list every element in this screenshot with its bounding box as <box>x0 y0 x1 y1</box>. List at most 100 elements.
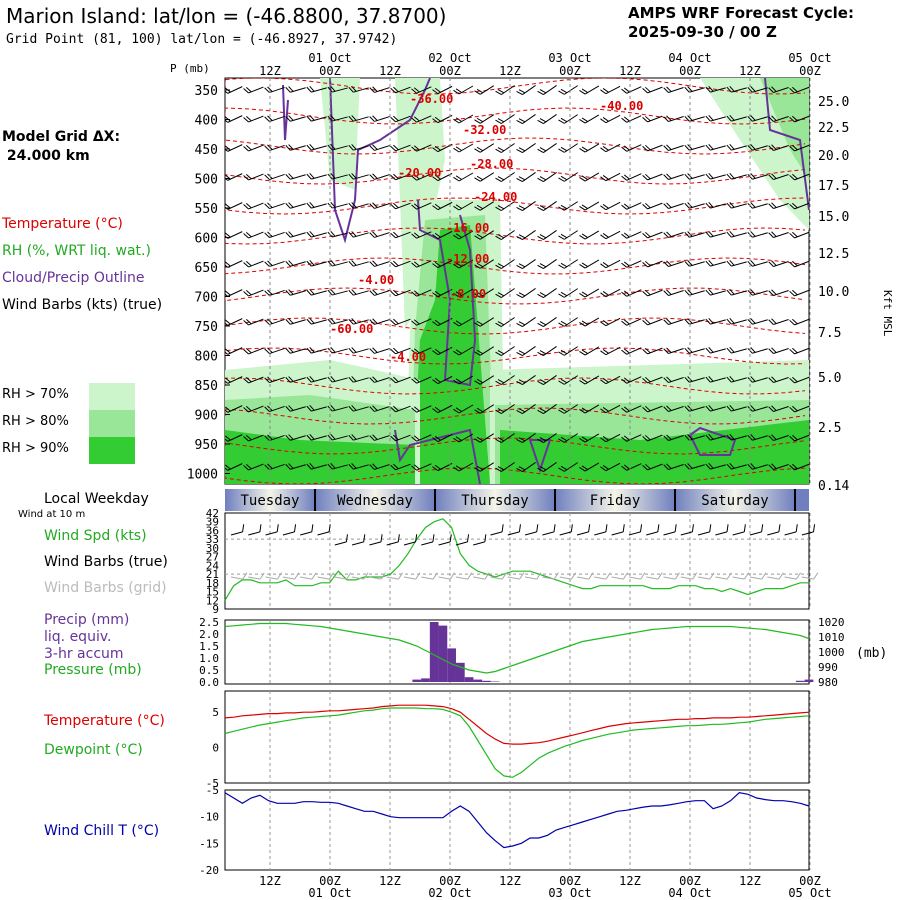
precip-frame <box>224 619 810 685</box>
precip-tick-label: 0.0 <box>199 676 219 689</box>
wind-barb <box>726 346 747 354</box>
wind-tick-label: 30 <box>206 542 219 555</box>
true-wind-barb <box>576 524 591 536</box>
wind-barb-flag <box>623 145 630 151</box>
wind-barb <box>348 347 369 354</box>
wind-barb-flag <box>645 202 651 209</box>
precip-tick-label: 2.5 <box>199 616 219 629</box>
top-hour-label: 12Z <box>259 64 281 78</box>
wind-barb-flag <box>705 289 711 296</box>
wind-barb-flag <box>411 175 417 181</box>
wind-barb-flag <box>497 292 505 297</box>
wind-barb-flag <box>453 176 460 182</box>
wind-barb-flag <box>453 147 460 153</box>
wind-barb-flag <box>645 115 651 122</box>
grid-wind-barb <box>507 572 525 580</box>
pressure-line <box>224 622 810 674</box>
wind-barb <box>537 288 557 298</box>
true-wind-barb <box>784 524 798 536</box>
dewpoint-line <box>224 707 810 778</box>
wind-barb-flag <box>705 231 711 238</box>
wind-barb-flag <box>581 349 588 354</box>
wind-barb <box>726 288 747 296</box>
wind-barb-flag <box>518 292 526 297</box>
wind-barb-flag <box>729 85 735 92</box>
wind-barb-flag <box>663 116 669 122</box>
wind-barb-flag <box>621 204 628 210</box>
wind-barb-flag <box>581 88 588 93</box>
legend-wind: Wind Barbs (kts) (true) <box>2 297 163 313</box>
wind-barb <box>705 114 726 122</box>
wind-barb-flag <box>327 463 333 470</box>
wind-barb-flag <box>369 435 375 441</box>
wind-barb <box>726 375 747 383</box>
wind-barb-flag <box>474 119 481 124</box>
wind-barb-flag <box>645 463 651 470</box>
wind-barb-flag <box>729 317 735 324</box>
wind-barb-flag <box>225 320 229 326</box>
wind-barb-flag <box>476 378 484 384</box>
wind-barb <box>348 376 369 383</box>
wind-barb <box>558 346 578 356</box>
wind-barb-flag <box>729 201 735 208</box>
grid-wind-barb-staff <box>525 576 538 580</box>
wind-barb-flag <box>455 262 462 267</box>
grid-wind-barb <box>594 572 611 580</box>
grid-wind-barb-flag <box>484 572 490 580</box>
wind-barb <box>789 144 809 152</box>
top-date-label: 03 Oct <box>548 51 591 65</box>
wind-barb <box>495 172 515 182</box>
wind-barb <box>621 115 642 123</box>
wind-barb-flag <box>348 376 354 383</box>
wind-barb-flag <box>705 347 711 354</box>
wind-barb <box>432 404 453 414</box>
wind-barb <box>537 433 557 443</box>
wind-chill-tick-label: -10 <box>199 811 219 824</box>
wind-barb-flag <box>390 290 396 297</box>
wind-barb <box>411 376 432 384</box>
wind-barb <box>411 86 432 94</box>
wind-barb <box>327 85 348 93</box>
wind-barb-flag <box>474 293 481 298</box>
true-wind-barb-staff <box>490 531 503 536</box>
wind-barb-flag <box>413 464 420 470</box>
wind-barb-flag <box>434 464 441 470</box>
wind-barb <box>537 230 557 240</box>
wind-barb-flag <box>750 86 756 92</box>
wind-barb-flag <box>476 465 484 471</box>
wind-barb <box>621 86 642 94</box>
wind-barb-flag <box>453 408 460 414</box>
true-wind-barb-flag <box>795 524 798 532</box>
wind-barb-flag <box>642 436 648 442</box>
grid-wind-barb-staff <box>784 576 797 580</box>
wind-barb-flag <box>708 85 714 92</box>
wind-barb-flag <box>390 377 396 384</box>
grid-wind-barb-flag <box>692 572 698 580</box>
wind-barb-flag <box>750 347 756 353</box>
temperature-contour-label: -36.00 <box>410 92 453 106</box>
wind-barb-flag <box>495 235 502 240</box>
wind-barb <box>558 375 578 385</box>
wind-barb <box>558 114 578 124</box>
wind-barb-flag <box>497 321 505 326</box>
wind-barb-flag <box>666 463 672 469</box>
wind-barb-flag <box>729 404 735 411</box>
grid-wind-barb <box>628 572 646 580</box>
wind-barb <box>495 288 515 298</box>
grid-wind-barb-staff <box>767 576 780 580</box>
temperature-contour-label: -24.00 <box>474 190 517 204</box>
precip-bar <box>473 679 483 682</box>
wind-barb <box>285 289 306 296</box>
wind-barb-flag <box>581 175 588 180</box>
wind-tick-label: 9 <box>212 603 219 616</box>
top-hour-label: 00Z <box>799 64 821 78</box>
wind-barb-flag <box>288 347 294 353</box>
wind-barb-flag <box>351 434 357 440</box>
wind-barb-flag <box>330 143 336 150</box>
wind-barb-flag <box>351 405 357 411</box>
wind-barb-flag <box>264 145 270 151</box>
wind-barb-flag <box>768 406 774 412</box>
wind-barb-flag <box>666 289 672 295</box>
temperature-contour-label: -28.00 <box>470 157 513 171</box>
wind-barb-flag <box>602 465 609 470</box>
